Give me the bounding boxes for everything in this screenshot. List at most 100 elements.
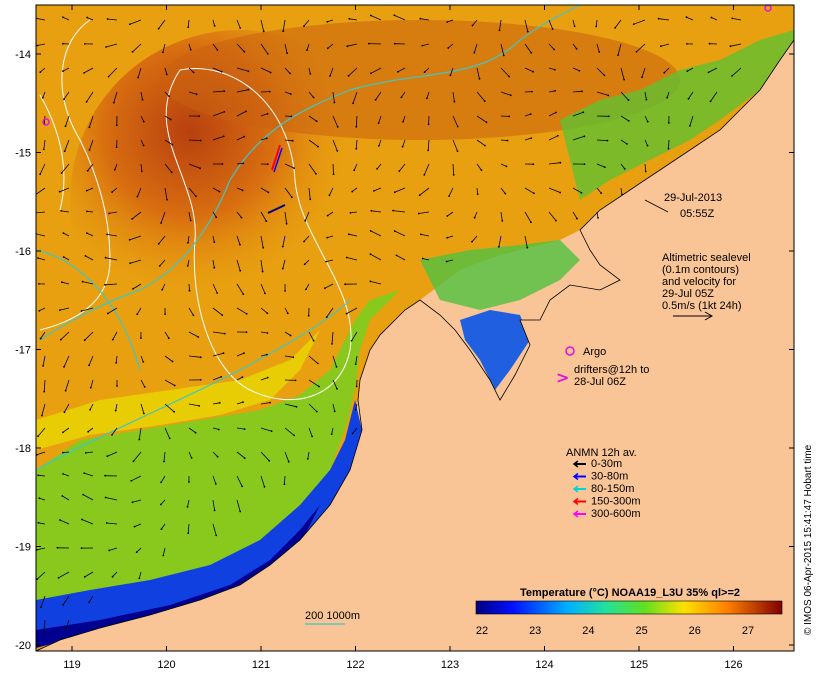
velocity-arrow-head <box>478 77 481 80</box>
velocity-arrow <box>36 451 46 456</box>
velocity-arrow <box>188 403 200 407</box>
velocity-arrow <box>284 307 289 314</box>
velocity-arrow-head <box>281 267 284 270</box>
velocity-arrow-head <box>268 90 271 93</box>
velocity-arrow <box>236 376 243 381</box>
lat-tick-label: -14 <box>15 49 31 61</box>
velocity-arrow-head <box>39 173 41 176</box>
velocity-arrow <box>419 187 430 196</box>
velocity-arrow <box>84 472 94 477</box>
velocity-arrow-head <box>303 240 305 243</box>
velocity-arrow-head <box>331 343 333 345</box>
velocity-arrow-head <box>267 191 270 194</box>
velocity-arrow-head <box>418 194 421 197</box>
velocity-arrow <box>188 163 201 169</box>
velocity-arrow <box>111 427 118 436</box>
drifter-legend-marker: > <box>556 368 569 387</box>
velocity-arrow-head <box>427 149 429 152</box>
velocity-arrow <box>81 307 94 312</box>
velocity-arrow <box>471 235 478 242</box>
velocity-arrow <box>658 18 670 21</box>
velocity-arrow-head <box>263 486 266 488</box>
velocity-arrow-head <box>240 216 243 219</box>
velocity-arrow <box>641 67 646 78</box>
velocity-arrow <box>36 211 46 214</box>
velocity-arrow-head <box>38 309 41 312</box>
velocity-arrow <box>188 139 201 141</box>
velocity-arrow <box>620 67 625 80</box>
velocity-arrow-head <box>42 148 45 151</box>
velocity-arrow <box>476 91 486 102</box>
velocity-arrow <box>394 187 406 193</box>
velocity-arrow <box>308 427 313 437</box>
velocity-arrow-head <box>115 146 118 149</box>
velocity-arrow <box>212 376 222 381</box>
velocity-arrow <box>418 211 430 214</box>
velocity-arrow-head <box>289 334 292 337</box>
velocity-arrow-head <box>559 191 561 194</box>
velocity-arrow <box>38 474 46 477</box>
velocity-arrow <box>236 211 242 218</box>
velocity-arrow <box>86 91 94 103</box>
velocity-arrow-head <box>617 54 619 56</box>
velocity-arrow <box>332 379 338 389</box>
velocity-arrow-head <box>709 100 712 103</box>
velocity-arrow-head <box>685 16 688 19</box>
velocity-arrow <box>187 235 190 243</box>
velocity-arrow <box>329 187 334 196</box>
velocity-arrow-head <box>291 196 293 199</box>
velocity-arrow <box>396 255 406 261</box>
velocity-arrow-head <box>106 455 109 458</box>
velocity-arrow-head <box>88 364 90 367</box>
anmn-legend-label: 0-30m <box>591 458 622 470</box>
velocity-arrow <box>596 163 605 168</box>
velocity-arrow <box>212 331 225 334</box>
colorbar-tick-label: 23 <box>529 625 541 637</box>
isobath-outer <box>36 249 141 371</box>
velocity-arrow-head <box>221 163 224 165</box>
anmn-legend-label: 30-80m <box>591 471 628 483</box>
velocity-arrow <box>64 403 70 413</box>
lat-tick-label: -16 <box>15 246 31 258</box>
velocity-arrow-head <box>162 554 165 557</box>
velocity-arrow-head <box>354 409 357 411</box>
velocity-arrow-head <box>104 283 106 286</box>
velocity-arrow-head <box>578 69 581 72</box>
anmn-legend-arrowhead <box>572 510 579 518</box>
velocity-arrow-head <box>138 577 141 580</box>
velocity-arrow <box>500 211 503 221</box>
argo-label: Argo <box>583 346 606 358</box>
velocity-arrow-head <box>216 455 219 458</box>
velocity-arrow <box>62 16 70 21</box>
velocity-arrow-head <box>60 210 63 212</box>
velocity-arrow <box>84 571 94 578</box>
velocity-arrow <box>284 427 295 436</box>
velocity-arrow <box>308 163 317 175</box>
velocity-arrow <box>236 162 244 165</box>
velocity-arrow <box>38 522 46 525</box>
velocity-arrow <box>236 235 241 245</box>
velocity-arrow-head <box>199 356 202 359</box>
velocity-arrow <box>260 235 264 248</box>
velocity-arrow-head <box>113 168 116 171</box>
king-sound-blue <box>460 310 530 390</box>
velocity-arrow <box>164 115 172 120</box>
velocity-arrow <box>164 187 168 200</box>
velocity-arrow <box>447 235 454 239</box>
velocity-arrow-head <box>312 339 315 342</box>
velocity-arrow <box>420 18 430 21</box>
velocity-arrow <box>212 402 220 405</box>
velocity-arrow <box>63 355 70 368</box>
velocity-arrow-head <box>245 312 248 315</box>
isobath-200 <box>36 299 351 471</box>
velocity-arrow-head <box>192 314 195 317</box>
velocity-arrow <box>308 139 319 147</box>
velocity-arrow-head <box>526 246 529 249</box>
velocity-arrow <box>36 571 46 580</box>
velocity-arrow-head <box>213 509 216 512</box>
velocity-arrow-head <box>112 101 115 104</box>
velocity-arrow <box>355 115 358 127</box>
velocity-arrow-head <box>198 405 201 407</box>
velocity-arrow <box>188 451 192 459</box>
velocity-arrow <box>160 499 166 505</box>
